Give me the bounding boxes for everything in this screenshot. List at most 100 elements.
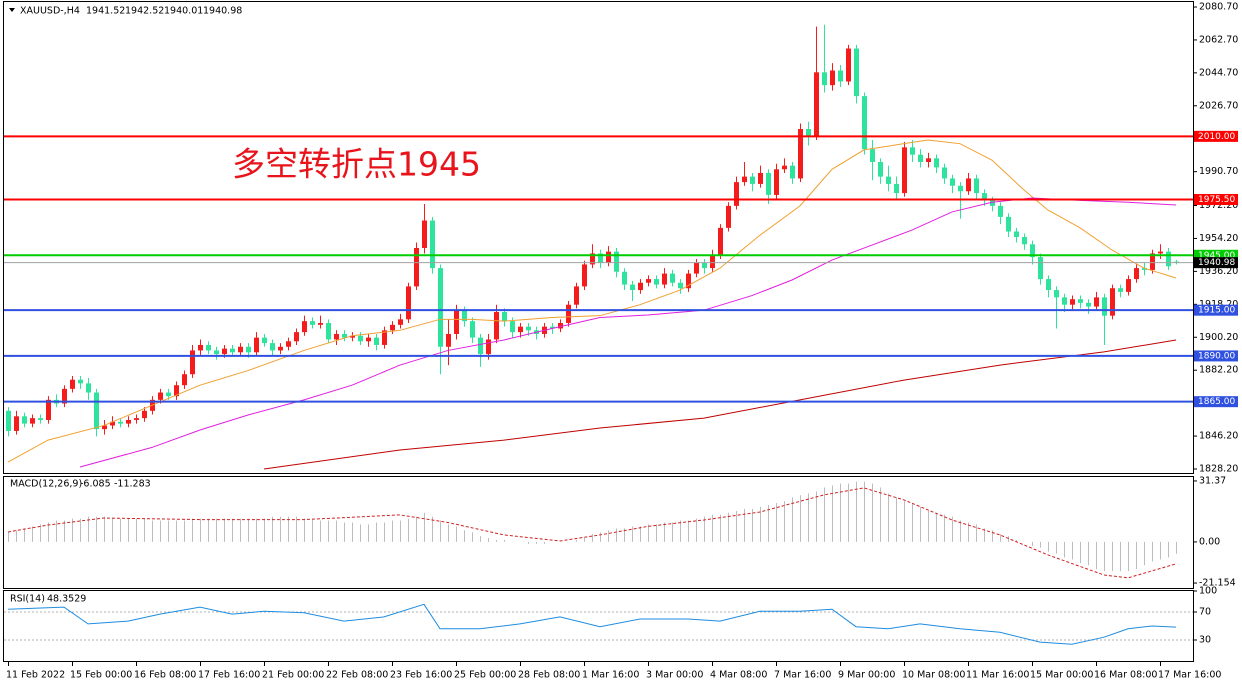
indicator-line — [7, 487, 1177, 579]
indicator-line — [7, 139, 1177, 463]
indicator-line — [263, 339, 1177, 470]
candle-body — [766, 172, 771, 195]
candle-body — [86, 383, 91, 393]
candle-body — [958, 185, 963, 192]
price-level-box — [1194, 396, 1238, 408]
price-level-box — [1194, 249, 1238, 261]
x-tick-label: 1 Mar 16:00 — [582, 670, 639, 681]
y-tick-label: 1936.20 — [1199, 266, 1238, 277]
header-low: 1940.01 — [164, 6, 203, 17]
candle-body — [1038, 257, 1043, 280]
candle-body — [134, 418, 139, 420]
x-tick-label: 3 Mar 00:00 — [646, 670, 703, 681]
candle-body — [334, 333, 339, 340]
candle-body — [478, 337, 483, 355]
candle-body — [382, 330, 387, 345]
price-level-label: 2010.00 — [1198, 132, 1235, 142]
bid-label: 1940.98 — [1198, 258, 1235, 268]
bid-box — [1194, 257, 1238, 269]
price-panel-frame — [3, 1, 1194, 474]
candle-body — [638, 282, 643, 291]
price-level-label: 1865.00 — [1198, 397, 1235, 407]
candle-body — [862, 96, 867, 150]
candle-body — [518, 326, 523, 333]
candle-body — [486, 339, 491, 355]
candle-body — [1110, 288, 1115, 316]
y-tick-label: 1882.20 — [1199, 365, 1238, 376]
candle-body — [270, 343, 275, 351]
y-tick-label: 1954.20 — [1199, 233, 1238, 244]
candle-body — [510, 321, 515, 333]
candle-body — [1014, 231, 1019, 237]
candle-body — [814, 72, 819, 137]
candle-body — [62, 388, 67, 404]
candle-body — [190, 350, 195, 375]
y-tick-label: 1828.20 — [1199, 464, 1238, 475]
candle-body — [198, 344, 203, 351]
price-level-box — [1194, 350, 1238, 362]
y-tick-label: 1918.20 — [1199, 299, 1238, 310]
candle-body — [14, 416, 19, 431]
candle-body — [894, 183, 899, 194]
x-tick-label: 9 Mar 00:00 — [838, 670, 895, 681]
price-level-box — [1194, 193, 1238, 205]
candle-body — [318, 322, 323, 325]
y-tick-label: 2026.70 — [1199, 100, 1238, 111]
candle-body — [942, 167, 947, 179]
candle-body — [1078, 299, 1083, 303]
candle-body — [310, 321, 315, 325]
candle-body — [1086, 302, 1091, 307]
candle-body — [174, 385, 179, 397]
candle-body — [406, 286, 411, 320]
candle-body — [1070, 299, 1075, 305]
candle-body — [590, 253, 595, 265]
candle-body — [94, 392, 99, 430]
candle-body — [710, 255, 715, 269]
candle-body — [1006, 216, 1011, 232]
candle-body — [294, 332, 299, 342]
candle-body — [750, 176, 755, 184]
y-tick-label: 2062.70 — [1199, 34, 1238, 45]
candle-body — [974, 178, 979, 194]
candle-body — [278, 346, 283, 351]
candle-body — [702, 262, 707, 269]
y-tick-label: 70 — [1199, 607, 1211, 618]
candle-body — [782, 165, 787, 170]
candle-body — [718, 227, 723, 256]
candle-body — [582, 264, 587, 287]
candle-body — [982, 193, 987, 201]
candle-body — [926, 158, 931, 162]
candle-body — [806, 129, 811, 137]
candle-body — [70, 379, 75, 389]
candle-body — [870, 149, 875, 162]
x-tick-label: 16 Feb 08:00 — [134, 670, 196, 681]
candle-body — [614, 251, 619, 272]
rsi-title: RSI(14) — [10, 594, 45, 605]
candle-body — [950, 178, 955, 186]
y-tick-label: 100 — [1199, 586, 1217, 597]
x-tick-label: 28 Feb 08:00 — [518, 670, 580, 681]
x-tick-label: 15 Mar 00:00 — [1030, 670, 1093, 681]
candle-body — [1046, 279, 1051, 291]
candle-body — [846, 48, 851, 82]
candle-body — [878, 161, 883, 177]
candle-body — [822, 72, 827, 86]
candle-body — [166, 392, 171, 397]
price-level-box — [1194, 130, 1238, 142]
x-tick-label: 17 Feb 16:00 — [198, 670, 260, 681]
candle-body — [558, 322, 563, 329]
price-level-label: 1890.00 — [1198, 351, 1235, 361]
candle-body — [1150, 253, 1155, 270]
candle-body — [694, 262, 699, 274]
candle-body — [78, 379, 83, 384]
candle-body — [262, 337, 267, 344]
candle-body — [342, 333, 347, 338]
candle-body — [46, 399, 51, 420]
candle-body — [734, 182, 739, 206]
y-tick-label: -21.154 — [1199, 578, 1236, 589]
x-tick-label: 21 Feb 00:00 — [262, 670, 324, 681]
candle-body — [390, 324, 395, 331]
rsi-panel-frame — [3, 590, 1194, 662]
candle-body — [206, 344, 211, 351]
